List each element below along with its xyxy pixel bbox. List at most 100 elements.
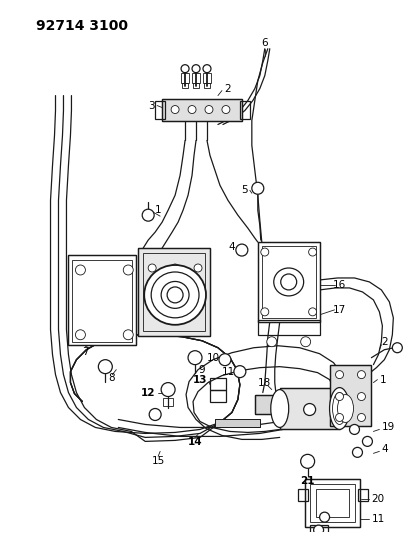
Text: 18: 18	[257, 377, 271, 387]
Circle shape	[233, 366, 245, 377]
Text: 8: 8	[108, 373, 115, 383]
Bar	[329, 365, 371, 426]
Bar	[309, 525, 327, 533]
Circle shape	[235, 244, 247, 256]
Bar	[297, 489, 307, 501]
Circle shape	[181, 64, 189, 72]
Bar	[304, 479, 360, 527]
Circle shape	[98, 360, 112, 374]
Text: 4: 4	[228, 242, 234, 252]
Bar	[358, 489, 367, 501]
Bar	[254, 394, 280, 415]
Bar	[279, 387, 339, 430]
Circle shape	[202, 64, 211, 72]
Bar	[192, 83, 198, 87]
Ellipse shape	[337, 394, 353, 423]
Circle shape	[308, 308, 316, 316]
Ellipse shape	[144, 265, 205, 325]
Text: 21: 21	[300, 477, 314, 486]
Text: 16: 16	[332, 280, 345, 290]
Circle shape	[251, 182, 263, 194]
Bar	[257, 242, 319, 322]
Bar	[68, 255, 136, 345]
Bar	[209, 390, 225, 401]
Text: 5: 5	[241, 185, 247, 195]
Bar	[163, 398, 173, 406]
Bar	[162, 99, 241, 120]
Bar	[181, 83, 188, 87]
Bar	[143, 253, 205, 331]
Bar	[257, 242, 319, 322]
Circle shape	[171, 291, 179, 299]
Bar	[239, 101, 249, 118]
Bar	[192, 72, 200, 83]
Ellipse shape	[161, 281, 189, 309]
Circle shape	[222, 106, 229, 114]
Circle shape	[260, 248, 268, 256]
Circle shape	[300, 337, 310, 347]
Circle shape	[335, 370, 343, 378]
Circle shape	[313, 525, 323, 533]
Circle shape	[356, 370, 364, 378]
Circle shape	[280, 274, 296, 290]
Text: 15: 15	[151, 456, 164, 466]
Ellipse shape	[332, 393, 345, 424]
Circle shape	[335, 414, 343, 422]
Bar	[309, 484, 355, 522]
Circle shape	[123, 330, 133, 340]
Bar	[257, 320, 319, 335]
Circle shape	[194, 291, 202, 299]
Circle shape	[75, 265, 85, 275]
Text: 4: 4	[380, 445, 387, 454]
Circle shape	[356, 393, 364, 400]
Circle shape	[319, 512, 329, 522]
Bar	[155, 101, 165, 118]
Circle shape	[161, 383, 175, 397]
Circle shape	[352, 447, 362, 457]
Text: 14: 14	[187, 438, 202, 447]
Circle shape	[171, 264, 179, 272]
Ellipse shape	[270, 390, 288, 427]
Ellipse shape	[273, 268, 303, 296]
Text: 92714 3100: 92714 3100	[36, 19, 127, 33]
Circle shape	[148, 264, 156, 272]
Bar	[329, 365, 371, 426]
Bar	[315, 489, 349, 517]
Bar	[138, 248, 209, 336]
Circle shape	[194, 264, 202, 272]
Circle shape	[167, 287, 183, 303]
Circle shape	[123, 265, 133, 275]
Bar	[162, 99, 241, 120]
Bar	[214, 419, 259, 427]
Bar	[138, 248, 209, 336]
Bar	[254, 394, 280, 415]
Circle shape	[188, 351, 202, 365]
Bar	[261, 246, 315, 318]
Circle shape	[303, 403, 315, 416]
Text: 2: 2	[380, 337, 387, 347]
Ellipse shape	[151, 272, 198, 318]
Bar	[202, 72, 211, 83]
Circle shape	[335, 393, 343, 400]
Bar	[68, 255, 136, 345]
Circle shape	[75, 330, 85, 340]
Circle shape	[266, 337, 276, 347]
Text: 20: 20	[371, 494, 384, 504]
Text: 12: 12	[140, 387, 155, 398]
Circle shape	[356, 414, 364, 422]
Bar	[334, 393, 356, 424]
Circle shape	[188, 106, 196, 114]
Text: 17: 17	[332, 305, 345, 315]
Bar	[72, 260, 132, 342]
Text: 19: 19	[380, 423, 394, 432]
Bar	[304, 479, 360, 527]
Circle shape	[205, 106, 213, 114]
Text: 6: 6	[261, 38, 267, 48]
Text: 2: 2	[224, 84, 231, 94]
Circle shape	[142, 209, 154, 221]
Circle shape	[308, 248, 316, 256]
Text: 7: 7	[82, 346, 89, 357]
Circle shape	[300, 454, 314, 469]
Circle shape	[149, 408, 161, 421]
Ellipse shape	[329, 387, 349, 430]
